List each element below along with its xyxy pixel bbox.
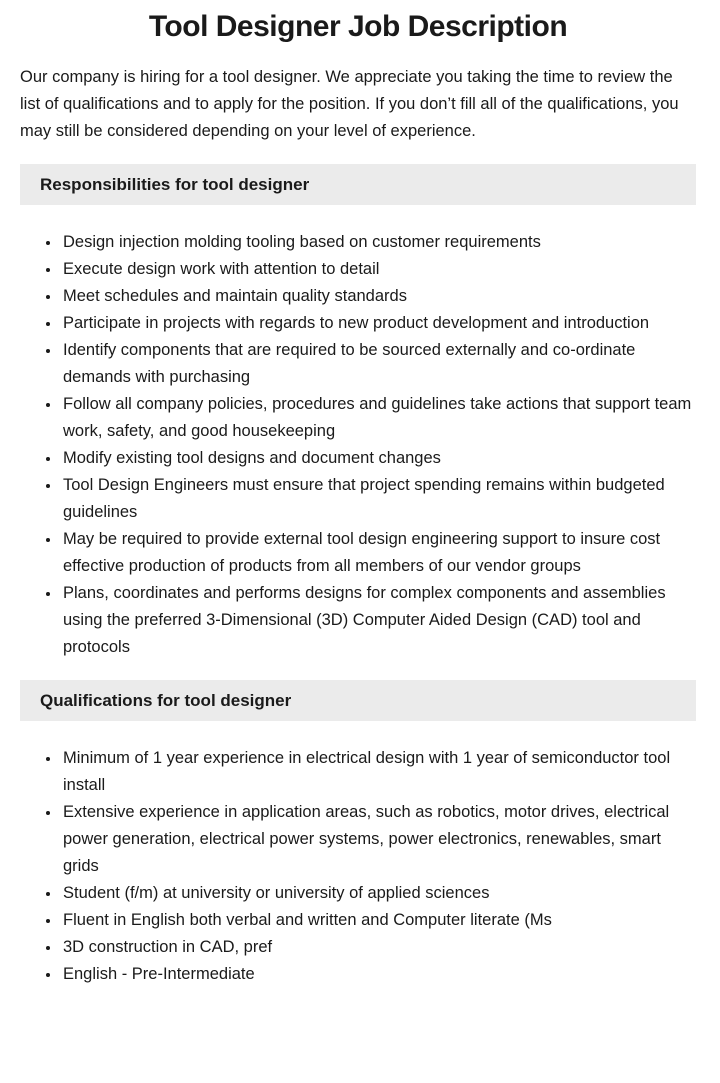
list-item: Meet schedules and maintain quality stan… <box>61 283 696 310</box>
page-title: Tool Designer Job Description <box>148 10 568 43</box>
responsibilities-heading: Responsibilities for tool designer <box>20 164 696 205</box>
responsibilities-section: Responsibilities for tool designer Desig… <box>20 164 696 661</box>
document: Tool Designer Job Description Our compan… <box>0 0 720 988</box>
list-item: Design injection molding tooling based o… <box>61 229 696 256</box>
qualifications-heading: Qualifications for tool designer <box>20 680 696 721</box>
list-item: Execute design work with attention to de… <box>61 256 696 283</box>
list-item: Plans, coordinates and performs designs … <box>61 580 696 661</box>
list-item: May be required to provide external tool… <box>61 526 696 580</box>
list-item: Student (f/m) at university or universit… <box>61 880 696 907</box>
list-item: 3D construction in CAD, pref <box>61 934 696 961</box>
list-item: Fluent in English both verbal and writte… <box>61 907 696 934</box>
intro-paragraph: Our company is hiring for a tool designe… <box>20 68 679 140</box>
list-item: Tool Design Engineers must ensure that p… <box>61 472 696 526</box>
list-item: Follow all company policies, procedures … <box>61 391 696 445</box>
list-item: Identify components that are required to… <box>61 337 696 391</box>
qualifications-section: Qualifications for tool designer Minimum… <box>20 680 696 988</box>
list-item: Participate in projects with regards to … <box>61 310 696 337</box>
list-item: Minimum of 1 year experience in electric… <box>61 745 696 799</box>
list-item: Extensive experience in application area… <box>61 799 696 880</box>
responsibilities-list: Design injection molding tooling based o… <box>20 229 696 661</box>
qualifications-list: Minimum of 1 year experience in electric… <box>20 745 696 988</box>
list-item: Modify existing tool designs and documen… <box>61 445 696 472</box>
list-item: English - Pre-Intermediate <box>61 961 696 988</box>
